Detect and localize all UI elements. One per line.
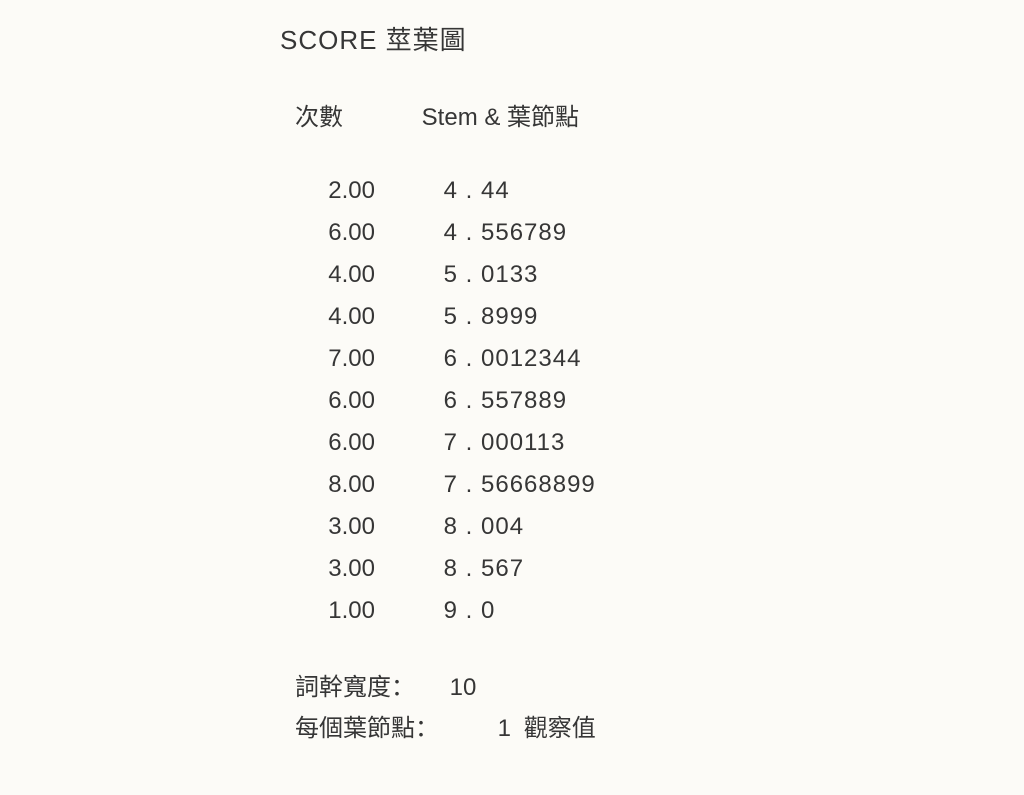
data-row: 6.006.557889 — [280, 380, 1024, 422]
stem-width-label: 詞幹寬度： — [295, 668, 415, 709]
stem-cell: 7 — [375, 422, 457, 464]
dot-separator: . — [457, 548, 481, 590]
frequency-cell: 6.00 — [280, 212, 375, 254]
dot-separator: . — [457, 590, 481, 632]
frequency-cell: 3.00 — [280, 548, 375, 590]
stem-leaf-header: Stem & 葉節點 — [422, 97, 579, 132]
dot-separator: . — [457, 380, 481, 422]
stem-cell: 4 — [375, 212, 457, 254]
stem-cell: 6 — [375, 380, 457, 422]
leaf-cell: 56668899 — [481, 464, 596, 506]
leaf-cell: 557889 — [481, 380, 567, 422]
dot-separator: . — [457, 422, 481, 464]
leaf-cell: 0012344 — [481, 338, 581, 380]
dot-separator: . — [457, 338, 481, 380]
frequency-cell: 6.00 — [280, 380, 375, 422]
leaf-cell: 0133 — [481, 254, 538, 296]
dot-separator: . — [457, 212, 481, 254]
frequency-cell: 2.00 — [280, 170, 375, 212]
data-row: 2.004.44 — [280, 170, 1024, 212]
frequency-cell: 4.00 — [280, 254, 375, 296]
leaf-unit-line: 每個葉節點： 1 觀察值 — [280, 709, 1024, 750]
dot-separator: . — [457, 254, 481, 296]
leaf-cell: 004 — [481, 506, 524, 548]
leaf-cell: 000113 — [481, 422, 565, 464]
leaf-cell: 44 — [481, 170, 510, 212]
stem-cell: 4 — [375, 170, 457, 212]
leaf-cell: 0 — [481, 590, 495, 632]
data-row: 3.008.004 — [280, 506, 1024, 548]
leaf-unit-value: 1 — [498, 709, 511, 750]
leaf-cell: 556789 — [481, 212, 567, 254]
stem-cell: 5 — [375, 254, 457, 296]
stem-width-value: 10 — [450, 668, 477, 709]
data-row: 6.004.556789 — [280, 212, 1024, 254]
dot-separator: . — [457, 170, 481, 212]
frequency-cell: 6.00 — [280, 422, 375, 464]
frequency-cell: 8.00 — [280, 464, 375, 506]
stem-cell: 6 — [375, 338, 457, 380]
stem-cell: 9 — [375, 590, 457, 632]
stem-cell: 8 — [375, 548, 457, 590]
data-row: 1.009.0 — [280, 590, 1024, 632]
dot-separator: . — [457, 296, 481, 338]
data-row: 8.007.56668899 — [280, 464, 1024, 506]
data-row: 4.005.8999 — [280, 296, 1024, 338]
leaf-cell: 8999 — [481, 296, 538, 338]
frequency-cell: 4.00 — [280, 296, 375, 338]
data-row: 4.005.0133 — [280, 254, 1024, 296]
data-row: 7.006.0012344 — [280, 338, 1024, 380]
frequency-cell: 7.00 — [280, 338, 375, 380]
stem-cell: 8 — [375, 506, 457, 548]
leaf-cell: 567 — [481, 548, 524, 590]
stem-cell: 5 — [375, 296, 457, 338]
dot-separator: . — [457, 464, 481, 506]
dot-separator: . — [457, 506, 481, 548]
frequency-cell: 3.00 — [280, 506, 375, 548]
data-row: 3.008.567 — [280, 548, 1024, 590]
plot-title: SCORE 莖葉圖 — [280, 20, 1024, 57]
stem-leaf-plot: SCORE 莖葉圖 次數 Stem & 葉節點 2.004.446.004.55… — [0, 0, 1024, 750]
frequency-header: 次數 — [280, 97, 415, 132]
stem-width-line: 詞幹寬度： 10 — [280, 668, 1024, 709]
header-row: 次數 Stem & 葉節點 — [280, 97, 1024, 132]
stem-cell: 7 — [375, 464, 457, 506]
data-rows: 2.004.446.004.5567894.005.01334.005.8999… — [280, 170, 1024, 632]
leaf-unit-label: 每個葉節點： — [295, 709, 439, 750]
data-row: 6.007.000113 — [280, 422, 1024, 464]
leaf-unit-suffix: 觀察值 — [524, 709, 596, 750]
frequency-cell: 1.00 — [280, 590, 375, 632]
